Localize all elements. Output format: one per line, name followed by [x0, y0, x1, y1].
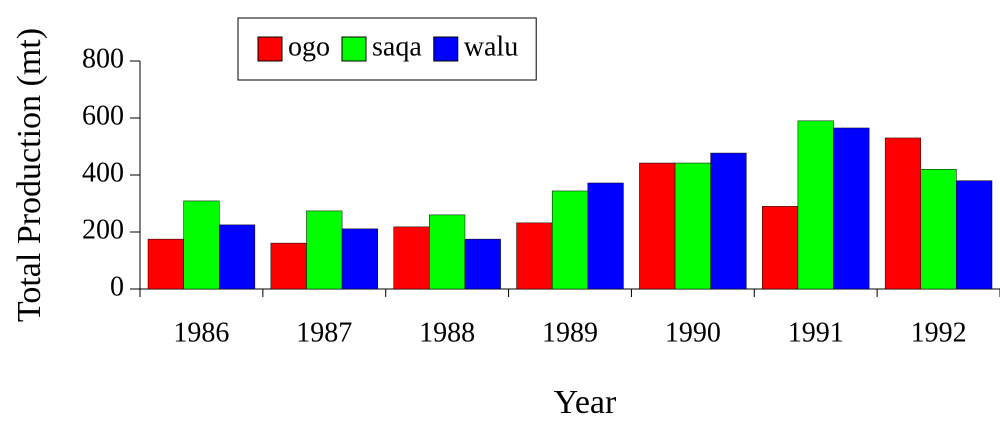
x-tick-label: 1987 — [296, 317, 352, 348]
bar — [956, 180, 993, 290]
x-tick-label: 1989 — [542, 317, 598, 348]
bar — [674, 162, 711, 290]
bar — [429, 214, 466, 290]
legend-swatch — [257, 36, 283, 62]
bar — [762, 206, 799, 290]
bar — [884, 137, 922, 290]
bar — [270, 242, 307, 290]
x-axis-title: Year — [554, 384, 617, 421]
bar — [710, 152, 747, 290]
bar — [147, 238, 184, 290]
bar — [218, 224, 256, 290]
bar — [306, 210, 343, 290]
bar — [464, 238, 501, 290]
y-axis-title: Total Production (mt) — [11, 28, 48, 322]
legend-swatch — [433, 36, 459, 62]
bar — [833, 127, 870, 290]
bar — [516, 222, 553, 290]
y-tick-label: 200 — [82, 214, 124, 245]
x-tick-label: 1992 — [911, 317, 967, 348]
x-tick-label: 1988 — [419, 317, 475, 348]
legend-label: saqa — [372, 31, 422, 62]
legend-swatch — [341, 36, 367, 62]
bar — [551, 190, 589, 290]
legend-label: walu — [464, 31, 518, 62]
bar — [587, 182, 624, 290]
bar — [341, 228, 378, 290]
x-tick-label: 1990 — [665, 317, 721, 348]
x-tick-label: 1986 — [173, 317, 229, 348]
y-tick-label: 400 — [82, 157, 124, 188]
y-tick-label: 600 — [82, 100, 124, 131]
x-tick-label: 1991 — [788, 317, 844, 348]
bar — [797, 120, 834, 290]
legend-box — [237, 17, 537, 81]
y-tick-label: 800 — [82, 43, 124, 74]
bar — [920, 169, 957, 290]
bar — [639, 162, 676, 290]
y-tick-label: 0 — [110, 271, 124, 302]
bar — [393, 226, 430, 290]
bar — [183, 200, 220, 290]
legend-label: ogo — [288, 31, 330, 62]
